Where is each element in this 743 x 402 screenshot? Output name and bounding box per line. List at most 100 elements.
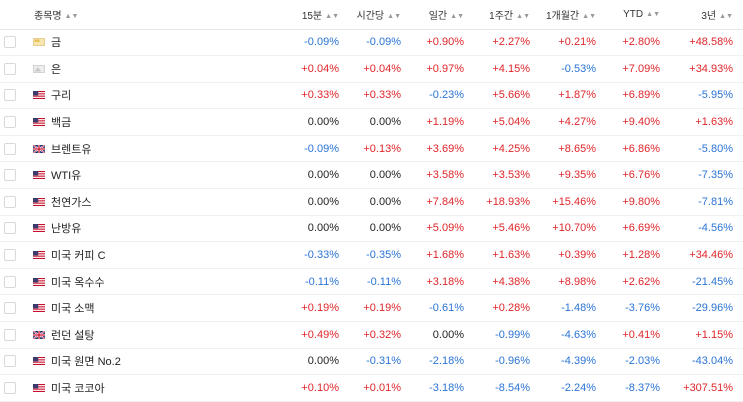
table-row[interactable]: 구리 +0.33% +0.33% -0.23% +5.66% +1.87% +6.89% -5… [0,82,743,109]
commodity-name[interactable]: 구리 [51,90,72,103]
commodity-name[interactable]: 미국 원면 No.2 [51,356,121,369]
row-checkbox[interactable] [4,222,16,235]
header-monthly[interactable]: 1개월간 ▲▼ [540,0,606,30]
commodity-name[interactable]: 브렌트유 [51,143,92,156]
change-3year: +34.93% [689,62,733,75]
change-monthly: -1.48% [561,302,596,315]
commodity-cell[interactable]: 미국 원면 No.2 [0,348,277,375]
row-checkbox[interactable] [4,169,16,182]
row-checkbox[interactable] [4,36,16,49]
commodity-name[interactable]: 천연가스 [51,196,92,209]
table-row[interactable]: 미국 코코아 +0.10% +0.01% -3.18% -8.54% -2.24% -8.3… [0,375,743,402]
commodity-cell[interactable]: 난방유 [0,215,277,242]
change-15min: 0.00% [307,195,339,208]
change-daily: +0.90% [426,36,464,49]
us-flag-icon [33,382,51,394]
row-checkbox[interactable] [4,328,16,341]
commodity-name[interactable]: 금 [51,37,62,50]
row-checkbox[interactable] [4,302,16,315]
commodity-cell[interactable]: WTI유 [0,162,277,189]
change-15min: 0.00% [307,222,339,235]
change-hourly: +0.33% [363,89,401,102]
commodity-cell[interactable]: 미국 코코아 [0,375,277,402]
table-row[interactable]: 은 +0.04% +0.04% +0.97% +4.15% -0.53% +7.09% +34… [0,56,743,83]
change-ytd: +0.41% [622,328,660,341]
change-weekly: +5.04% [492,116,530,129]
commodity-name[interactable]: 미국 옥수수 [51,276,105,289]
commodity-name[interactable]: 백금 [51,117,72,130]
commodity-cell[interactable]: 구리 [0,82,277,109]
table-row[interactable]: 미국 원면 No.2 0.00% -0.31% -2.18% -0.96% -4.39% -… [0,348,743,375]
us-flag-icon [33,116,51,128]
commodity-cell[interactable]: 런던 설탕 [0,322,277,349]
header-3year[interactable]: 3년 ▲▼ [670,0,743,30]
commodity-cell[interactable]: 천연가스 [0,189,277,216]
table-row[interactable]: 브렌트유 -0.09% +0.13% +3.69% +4.25% +8.65% +6.86%… [0,135,743,162]
row-checkbox[interactable] [4,195,16,208]
commodity-name[interactable]: 런던 설탕 [51,329,95,342]
change-3year: -43.04% [692,355,733,368]
change-15min: +0.10% [301,382,339,395]
commodity-name[interactable]: 미국 커피 C [51,250,106,263]
change-hourly: -0.31% [366,355,401,368]
commodity-cell[interactable]: 은 [0,56,277,83]
commodity-name[interactable]: 난방유 [51,223,82,236]
row-checkbox[interactable] [4,116,16,129]
change-daily: +5.09% [426,222,464,235]
us-flag-icon [33,89,51,101]
table-row[interactable]: 미국 소맥 +0.19% +0.19% -0.61% +0.28% -1.48% -3.76… [0,295,743,322]
change-15min: -0.09% [304,142,339,155]
commodity-name[interactable]: 은 [51,63,62,76]
row-checkbox[interactable] [4,62,16,75]
change-3year: +1.15% [695,328,733,341]
row-checkbox[interactable] [4,249,16,262]
commodity-cell[interactable]: 브렌트유 [0,135,277,162]
header-daily[interactable]: 일간 ▲▼ [411,0,474,30]
table-row[interactable]: 천연가스 0.00% 0.00% +7.84% +18.93% +15.46% +9.80%… [0,189,743,216]
header-15min[interactable]: 15분 ▲▼ [277,0,349,30]
table-row[interactable]: 미국 커피 C -0.33% -0.35% +1.68% +1.63% +0.39% +1.… [0,242,743,269]
table-row[interactable]: 금 -0.09% -0.09% +0.90% +2.27% +0.21% +2.80% +48… [0,29,743,56]
table-row[interactable]: 런던 설탕 +0.49% +0.32% 0.00% -0.99% -4.63% +0.41%… [0,322,743,349]
sort-icon: ▲▼ [646,10,660,18]
change-3year: +307.51% [683,382,733,395]
row-checkbox[interactable] [4,89,16,102]
change-monthly: -4.63% [561,328,596,341]
us-flag-icon [33,222,51,234]
header-row: 종목명 ▲▼ 15분 ▲▼ 시간당 ▲▼ 일간 ▲▼ 1주간 ▲▼ 1개월간 ▲▼ YTD ▲… [0,0,743,30]
header-hourly[interactable]: 시간당 ▲▼ [349,0,411,30]
commodity-cell[interactable]: 미국 옥수수 [0,268,277,295]
header-name[interactable]: 종목명 ▲▼ [0,0,277,30]
change-monthly: -4.39% [561,355,596,368]
change-ytd: +1.28% [622,249,660,262]
change-monthly: +15.46% [552,195,596,208]
change-15min: +0.33% [301,89,339,102]
table-row[interactable]: 미국 옥수수 -0.11% -0.11% +3.18% +4.38% +8.98% +2.6… [0,268,743,295]
change-15min: -0.11% [304,275,339,288]
commodity-cell[interactable]: 미국 커피 C [0,242,277,269]
table-row[interactable]: 난방유 0.00% 0.00% +5.09% +5.46% +10.70% +6.69% -4… [0,215,743,242]
row-checkbox[interactable] [4,355,16,368]
change-ytd: +6.86% [622,142,660,155]
table-row[interactable]: WTI유 0.00% 0.00% +3.58% +3.53% +9.35% +6.76% -7… [0,162,743,189]
change-weekly: +1.63% [492,249,530,262]
commodity-cell[interactable]: 백금 [0,109,277,136]
commodity-cell[interactable]: 미국 소맥 [0,295,277,322]
row-checkbox[interactable] [4,275,16,288]
commodity-cell[interactable]: 금 [0,29,277,56]
table-row[interactable]: 백금 0.00% 0.00% +1.19% +5.04% +4.27% +9.40% +1.6… [0,109,743,136]
change-daily: +3.18% [426,275,464,288]
header-weekly[interactable]: 1주간 ▲▼ [474,0,540,30]
uk-flag-icon [33,329,51,341]
row-checkbox[interactable] [4,382,16,395]
commodity-name[interactable]: 미국 코코아 [51,383,105,396]
row-checkbox[interactable] [4,142,16,155]
us-flag-icon [33,196,51,208]
change-weekly: -0.96% [495,355,530,368]
header-ytd[interactable]: YTD ▲▼ [606,0,670,30]
change-monthly: -2.24% [561,382,596,395]
commodity-name[interactable]: WTI유 [51,170,82,183]
commodity-name[interactable]: 미국 소맥 [51,303,95,316]
change-weekly: +5.66% [492,89,530,102]
